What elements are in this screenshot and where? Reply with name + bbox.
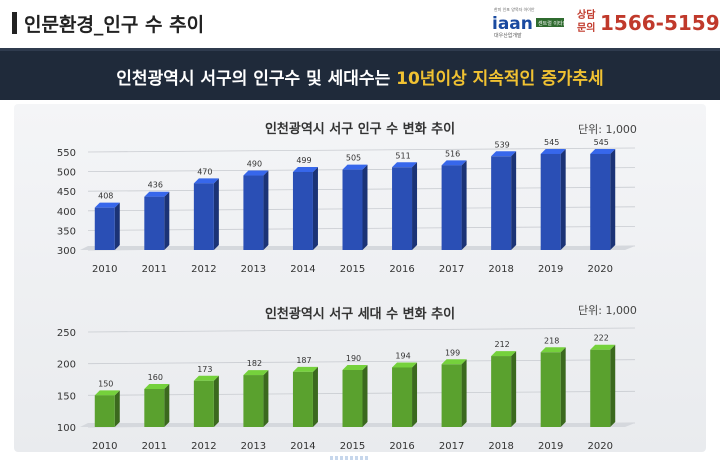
data-label: 436 <box>148 181 163 190</box>
data-label: 190 <box>346 354 361 363</box>
data-label: 160 <box>148 373 163 382</box>
data-label: 222 <box>594 334 609 343</box>
bar <box>392 362 418 427</box>
x-tick-label: 2015 <box>340 441 365 452</box>
brand-logo: 한미 인포 양목자 아이안 iaan 센트럴 이타안 대우산업개발 <box>492 6 568 39</box>
x-tick-label: 2012 <box>191 441 216 452</box>
phone-number[interactable]: 1566-5159 <box>600 11 720 35</box>
data-label: 194 <box>395 351 410 360</box>
bar <box>243 370 269 427</box>
bar <box>342 365 368 427</box>
bar <box>193 375 219 427</box>
bar <box>144 191 170 250</box>
y-tick-label: 250 <box>57 328 76 339</box>
data-label: 173 <box>197 365 212 374</box>
household-chart-title: 인천광역시 서구 세대 수 변화 추이 <box>264 307 456 322</box>
x-tick-label: 2016 <box>389 441 414 452</box>
x-tick-label: 2018 <box>488 441 513 452</box>
data-label: 182 <box>247 359 262 368</box>
y-tick-label: 400 <box>57 207 76 218</box>
data-label: 545 <box>594 138 609 147</box>
population-chart-unit: 단위: 1,000 <box>578 123 637 136</box>
x-tick-label: 2015 <box>340 264 365 275</box>
page-title: 인문환경_인구 수 추이 <box>24 14 205 36</box>
y-tick-label: 200 <box>57 360 76 371</box>
data-label: 511 <box>395 151 410 160</box>
y-tick-label: 350 <box>57 226 76 237</box>
x-tick-label: 2011 <box>142 441 167 452</box>
y-tick-label: 450 <box>57 187 76 198</box>
data-label: 218 <box>544 336 559 345</box>
bar <box>491 351 517 427</box>
data-label: 499 <box>296 156 311 165</box>
headline-banner: 인천광역시 서구의 인구수 및 세대수는 10년이상 지속적인 증가추세 <box>0 48 720 100</box>
household-chart-unit: 단위: 1,000 <box>578 304 637 317</box>
x-tick-label: 2014 <box>290 441 315 452</box>
x-tick-label: 2020 <box>588 441 613 452</box>
slide-indicator <box>330 456 370 460</box>
bar <box>392 162 418 250</box>
x-tick-label: 2020 <box>588 264 613 275</box>
gridline <box>87 147 636 153</box>
x-tick-label: 2019 <box>538 264 563 275</box>
bar <box>441 160 467 250</box>
x-tick-label: 2013 <box>241 264 266 275</box>
data-label: 408 <box>98 192 113 201</box>
y-tick-label: 300 <box>57 246 76 257</box>
bar <box>540 347 566 427</box>
x-tick-label: 2011 <box>142 264 167 275</box>
x-tick-label: 2010 <box>92 441 117 452</box>
y-tick-label: 150 <box>57 391 76 402</box>
bar <box>491 151 517 250</box>
bar <box>193 178 219 250</box>
y-tick-label: 100 <box>57 423 76 434</box>
x-tick-label: 2012 <box>191 264 216 275</box>
data-label: 187 <box>296 356 311 365</box>
bar <box>441 359 467 427</box>
data-label: 545 <box>544 138 559 147</box>
title-accent-bar <box>12 12 17 34</box>
x-tick-label: 2018 <box>488 264 513 275</box>
bar <box>342 164 368 250</box>
data-label: 212 <box>494 340 509 349</box>
population-chart-title: 인천광역시 서구 인구 수 변화 추이 <box>264 122 456 137</box>
banner-text: 인천광역시 서구의 인구수 및 세대수는 10년이상 지속적인 증가추세 <box>0 64 720 89</box>
bar <box>94 390 120 427</box>
data-label: 199 <box>445 348 460 357</box>
x-tick-label: 2010 <box>92 264 117 275</box>
bar <box>243 170 269 250</box>
data-label: 539 <box>494 140 509 149</box>
x-tick-label: 2017 <box>439 441 464 452</box>
data-label: 516 <box>445 149 460 158</box>
bar <box>590 344 616 427</box>
data-label: 470 <box>197 167 212 176</box>
gridline <box>87 327 636 333</box>
contact-label: 상담문의 <box>577 10 596 34</box>
data-label: 490 <box>247 160 262 169</box>
data-label: 505 <box>346 154 361 163</box>
banner-text-highlight: 10년이상 지속적인 증가추세 <box>396 69 604 89</box>
banner-text-prefix: 인천광역시 서구의 인구수 및 세대수는 <box>116 69 397 89</box>
x-tick-label: 2016 <box>389 264 414 275</box>
svg-text:센트럴 이타안: 센트럴 이타안 <box>538 20 568 27</box>
bar <box>292 166 318 250</box>
svg-text:한미 인포 양목자 아이안: 한미 인포 양목자 아이안 <box>494 6 535 12</box>
svg-text:대우산업개발: 대우산업개발 <box>494 32 522 39</box>
bar <box>590 148 616 250</box>
bar <box>94 202 120 250</box>
x-tick-label: 2013 <box>241 441 266 452</box>
page-header: 인문환경_인구 수 추이 한미 인포 양목자 아이안 iaan 센트럴 이타안 … <box>0 0 720 48</box>
bar <box>540 148 566 250</box>
svg-text:iaan: iaan <box>492 14 533 34</box>
y-tick-label: 500 <box>57 168 76 179</box>
y-tick-label: 550 <box>57 148 76 159</box>
data-label: 150 <box>98 379 113 388</box>
bar <box>144 384 170 427</box>
x-tick-label: 2017 <box>439 264 464 275</box>
x-tick-label: 2019 <box>538 441 563 452</box>
bar <box>292 366 318 427</box>
x-tick-label: 2014 <box>290 264 315 275</box>
